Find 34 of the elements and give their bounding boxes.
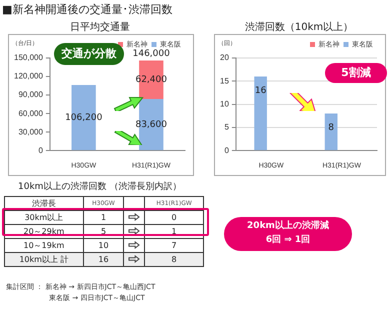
annotation: 交通が分散 (54, 43, 124, 65)
category-label: 10～19km (4, 238, 84, 252)
data-label: 7 (144, 238, 204, 252)
y-tick-label: 15 (220, 76, 230, 86)
y-tick-label: 30,000 (18, 127, 44, 136)
chart-subtitle: 渋滞回数（10km以上） (244, 20, 354, 34)
total-label: 146,000 (132, 48, 170, 59)
text: 渋滞長 (4, 196, 84, 210)
text: 20km以上の渋滞減 6回 ⇒ 1回 (224, 217, 352, 251)
y-tick-label: 120,000 (14, 72, 44, 81)
data-label: 16 (254, 86, 267, 96)
annotation: 5割減 (325, 63, 387, 83)
y-tick-label: 90,000 (18, 90, 44, 100)
category-label: 30km以上 (4, 210, 84, 224)
data-label: 8 (144, 252, 204, 266)
data-label: 1 (83, 210, 124, 224)
text: 10km以上の渋滞回数 （渋滞長別内訳） (18, 180, 182, 193)
y-tick-label: 5 (224, 122, 230, 132)
y-tick-label: 0 (224, 146, 230, 155)
chart-title: ■新名神開通後の交通量･渋滞回数 (2, 2, 172, 17)
data-label: 5 (83, 224, 124, 238)
category-label: 20～29km (4, 224, 84, 238)
chart-subtitle: 日平均交通量 (69, 20, 131, 34)
y-tick-label: 60,000 (18, 108, 44, 118)
y-tick-label: 10 (220, 100, 230, 109)
y-tick-label: 0 (38, 146, 44, 155)
category-label: 10km以上 計 (4, 252, 84, 266)
y-tick-label: 20 (220, 53, 230, 62)
y-tick-label: 150,000 (14, 53, 44, 62)
data-label: 0 (144, 210, 204, 224)
data-label: 16 (83, 252, 124, 266)
data-label: 10 (83, 238, 124, 252)
data-label: 8 (328, 122, 334, 133)
data-label: 1 (144, 224, 204, 238)
